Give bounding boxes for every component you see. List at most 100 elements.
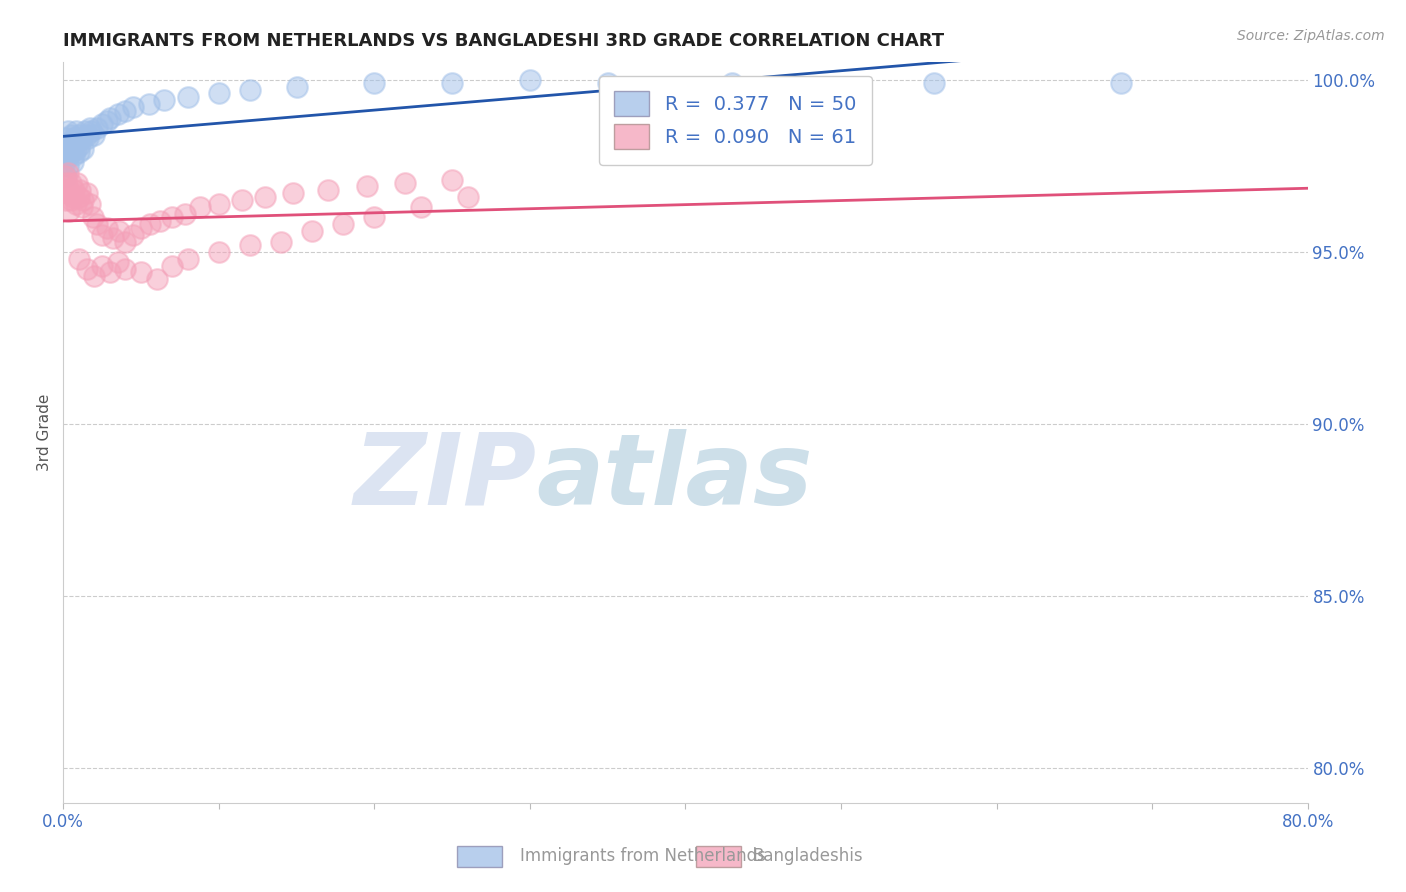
- Point: [239, 238, 262, 252]
- Point: [63, 183, 86, 197]
- Point: [56, 159, 79, 173]
- Point: [86, 120, 108, 135]
- Point: [69, 138, 91, 153]
- Point: [60, 145, 83, 159]
- Point: [70, 131, 93, 145]
- Point: [80, 124, 103, 138]
- Point: [519, 72, 541, 87]
- Point: [356, 179, 378, 194]
- Point: [332, 217, 354, 231]
- Point: [153, 93, 176, 107]
- Point: [108, 224, 131, 238]
- Point: [114, 262, 136, 277]
- Point: [55, 193, 77, 207]
- Point: [122, 227, 145, 242]
- Point: [69, 183, 91, 197]
- Point: [65, 196, 87, 211]
- Point: [72, 193, 94, 207]
- Text: Immigrants from Netherlands: Immigrants from Netherlands: [520, 847, 766, 865]
- Point: [82, 211, 104, 225]
- Text: IMMIGRANTS FROM NETHERLANDS VS BANGLADESHI 3RD GRADE CORRELATION CHART: IMMIGRANTS FROM NETHERLANDS VS BANGLADES…: [63, 32, 945, 50]
- Point: [129, 265, 152, 279]
- Point: [62, 190, 84, 204]
- Point: [72, 142, 94, 156]
- Point: [114, 235, 136, 249]
- Point: [457, 190, 479, 204]
- Y-axis label: 3rd Grade: 3rd Grade: [37, 394, 52, 471]
- Point: [409, 200, 432, 214]
- Point: [91, 117, 114, 131]
- Point: [283, 186, 305, 201]
- Point: [56, 124, 79, 138]
- Point: [441, 76, 464, 90]
- Point: [53, 138, 76, 153]
- Point: [63, 148, 86, 162]
- Point: [285, 79, 308, 94]
- Point: [62, 138, 84, 153]
- Point: [55, 169, 77, 183]
- Point: [129, 220, 152, 235]
- Point: [231, 193, 253, 207]
- Point: [107, 107, 129, 121]
- Point: [60, 176, 83, 190]
- Point: [122, 100, 145, 114]
- Point: [91, 227, 114, 242]
- Point: [56, 166, 79, 180]
- Point: [721, 76, 744, 90]
- Point: [160, 259, 183, 273]
- Text: atlas: atlas: [536, 428, 813, 525]
- Point: [924, 76, 946, 90]
- Point: [441, 172, 464, 186]
- Point: [76, 262, 98, 277]
- Point: [96, 114, 118, 128]
- Point: [208, 244, 231, 259]
- Point: [1109, 76, 1132, 90]
- Point: [91, 259, 114, 273]
- Text: Bangladeshis: Bangladeshis: [752, 847, 863, 865]
- Point: [149, 214, 172, 228]
- Point: [270, 235, 292, 249]
- Point: [160, 211, 183, 225]
- Point: [76, 128, 98, 142]
- Point: [98, 111, 121, 125]
- Point: [138, 96, 160, 111]
- Point: [58, 148, 80, 162]
- Point: [139, 217, 162, 231]
- Point: [316, 183, 339, 197]
- Point: [208, 87, 231, 101]
- Point: [58, 135, 80, 149]
- Point: [79, 196, 101, 211]
- Point: [188, 200, 211, 214]
- Point: [96, 220, 118, 235]
- Point: [254, 190, 277, 204]
- Point: [67, 252, 90, 266]
- Point: [53, 155, 76, 169]
- Point: [208, 196, 231, 211]
- Point: [301, 224, 323, 238]
- Point: [55, 176, 77, 190]
- Point: [56, 142, 79, 156]
- Point: [60, 128, 83, 142]
- Point: [596, 76, 619, 90]
- Point: [73, 124, 96, 138]
- Point: [63, 131, 86, 145]
- Point: [394, 176, 416, 190]
- Point: [58, 203, 80, 218]
- Point: [363, 76, 385, 90]
- Point: [239, 83, 262, 97]
- Point: [79, 120, 101, 135]
- Legend: R =  0.377   N = 50, R =  0.090   N = 61: R = 0.377 N = 50, R = 0.090 N = 61: [599, 76, 872, 165]
- Point: [53, 169, 76, 183]
- Point: [98, 265, 121, 279]
- Point: [55, 148, 77, 162]
- Point: [65, 124, 87, 138]
- Point: [53, 183, 76, 197]
- Text: ZIP: ZIP: [353, 428, 536, 525]
- Point: [177, 90, 200, 104]
- Point: [173, 207, 195, 221]
- Point: [76, 186, 98, 201]
- Point: [67, 190, 90, 204]
- Point: [66, 176, 89, 190]
- Point: [60, 193, 83, 207]
- Point: [58, 183, 80, 197]
